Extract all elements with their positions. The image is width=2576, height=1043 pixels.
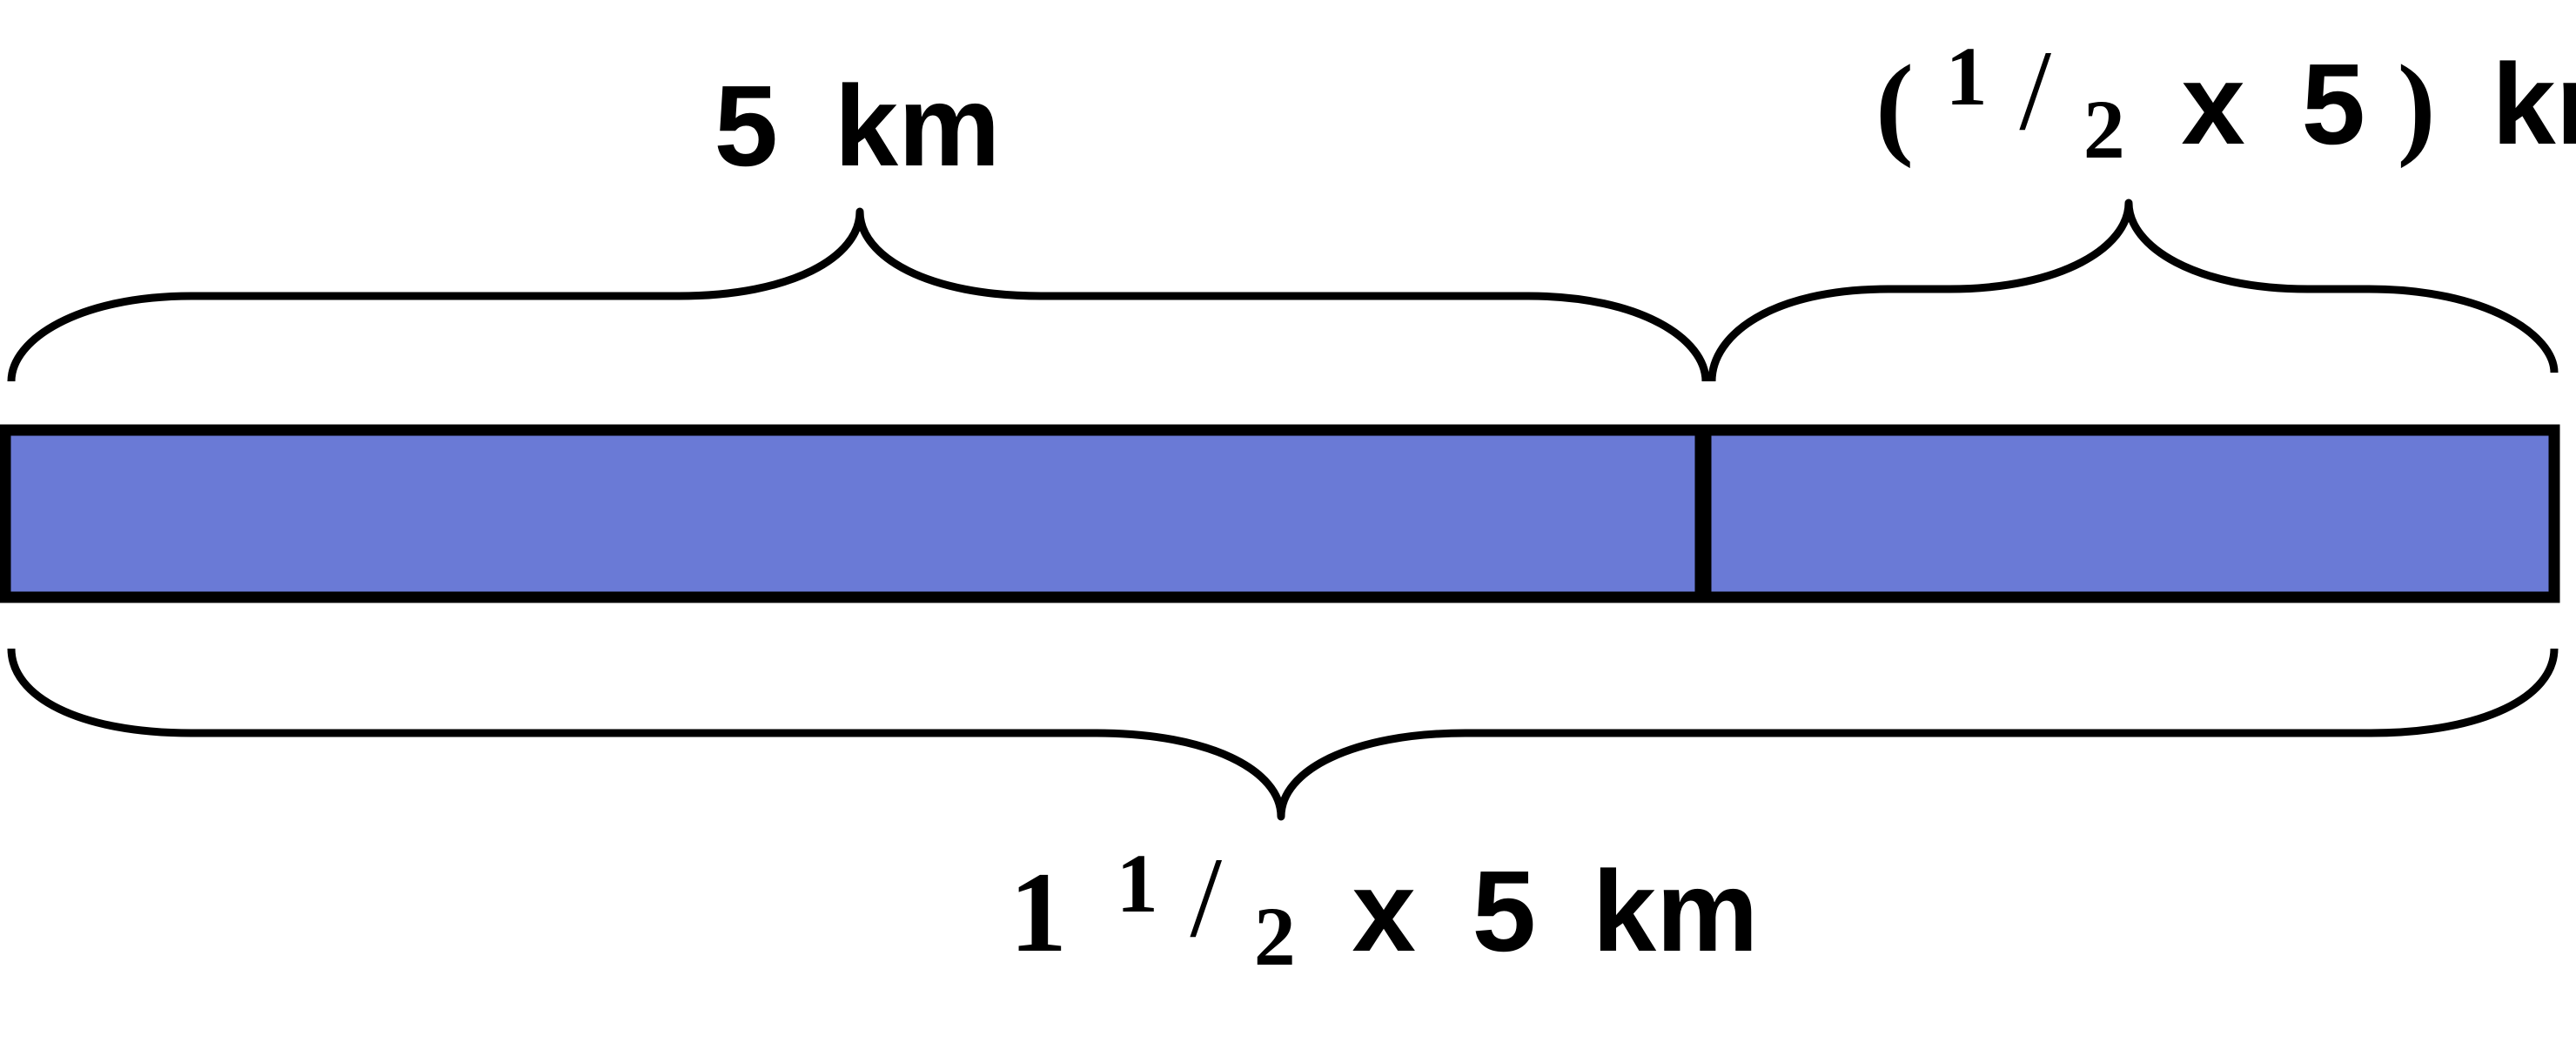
brace-top-left xyxy=(7,207,1710,382)
label-top-right-open-paren: ( xyxy=(1875,41,1914,169)
brace-bottom xyxy=(7,648,2559,821)
brace-top-right xyxy=(1707,199,2559,382)
label-top-right-frac-den: 2 xyxy=(2083,83,2125,176)
label-top-right-frac-num: 1 xyxy=(1946,30,1988,123)
label-bottom-frac-den: 2 xyxy=(1254,890,1296,983)
label-bottom: 1 1 / 2 x 5 km xyxy=(1010,808,1758,989)
label-top-right-close-paren: ) xyxy=(2398,41,2436,169)
label-bottom-whole: 1 xyxy=(1010,848,1067,976)
label-top-right-times: x xyxy=(2181,40,2244,168)
label-bottom-times: x xyxy=(1352,847,1415,975)
label-top-left: 5 km xyxy=(714,62,1001,190)
label-bottom-value: 5 xyxy=(1472,847,1536,975)
label-bottom-frac-num: 1 xyxy=(1117,837,1158,930)
label-top-left-value: 5 xyxy=(714,62,778,190)
bar-segment-half xyxy=(1700,424,2560,603)
label-bottom-unit: km xyxy=(1593,847,1759,975)
label-top-right-unit: km xyxy=(2492,40,2576,168)
label-top-right-frac-slash: / xyxy=(2019,26,2051,154)
label-top-left-unit: km xyxy=(835,62,1001,190)
bar-segment-5km xyxy=(0,424,1707,603)
label-top-right: ( 1 / 2 x 5 ) km xyxy=(1875,1,2576,182)
label-top-right-value: 5 xyxy=(2302,40,2365,168)
label-bottom-frac-slash: / xyxy=(1190,833,1222,961)
